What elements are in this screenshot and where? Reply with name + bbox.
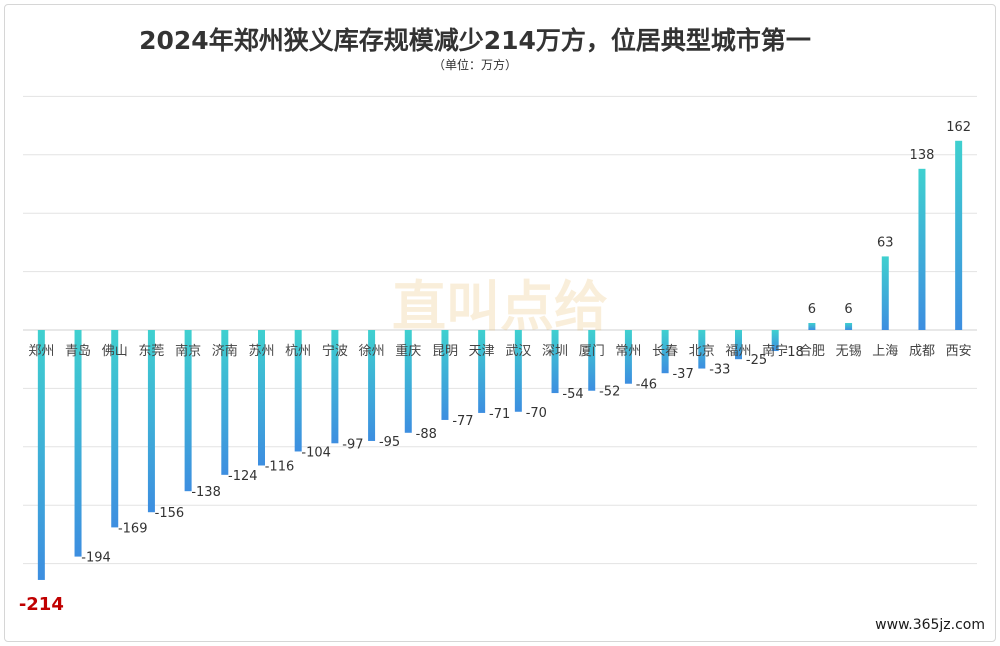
bar-长春 (661, 330, 669, 374)
bar-西安 (955, 140, 963, 330)
bar-深圳 (551, 330, 559, 394)
value-label-徐州: -95 (379, 435, 400, 450)
bar-苏州 (258, 330, 265, 466)
value-label-济南: -124 (228, 469, 258, 484)
bar-徐州 (368, 330, 376, 441)
bar-南宁 (771, 330, 779, 352)
value-label-郑州: -214 (19, 594, 64, 615)
bar-佛山 (111, 330, 119, 528)
category-label-西安: 西安 (946, 344, 972, 359)
bar-济南 (221, 330, 229, 475)
value-label-常州: -46 (636, 378, 657, 393)
category-label-长春: 长春 (652, 344, 678, 359)
value-label-北京: -33 (709, 363, 730, 378)
category-label-昆明: 昆明 (432, 344, 458, 359)
grid-lines (23, 95, 977, 565)
bar-重庆 (404, 330, 412, 433)
bar-昆明 (441, 330, 449, 420)
value-label-宁波: -97 (342, 437, 363, 452)
bar-北京 (698, 330, 706, 369)
category-label-厦门: 厦门 (579, 344, 605, 359)
bar-杭州 (294, 330, 302, 452)
bars (37, 140, 963, 580)
value-label-重庆: -88 (416, 427, 437, 442)
category-label-无锡: 无锡 (836, 344, 862, 359)
value-label-天津: -71 (489, 407, 510, 422)
value-label-成都: 138 (910, 148, 935, 163)
category-label-徐州: 徐州 (359, 344, 385, 359)
category-label-常州: 常州 (615, 344, 641, 359)
chart-title: 2024年郑州狭义库存规模减少214万方，位居典型城市第一 (139, 26, 811, 55)
category-label-佛山: 佛山 (102, 344, 128, 359)
value-label-南宁: -18 (783, 345, 804, 360)
bar-厦门 (588, 330, 596, 391)
value-label-杭州: -104 (301, 445, 331, 460)
bar-东莞 (147, 330, 155, 513)
bar-天津 (478, 330, 486, 413)
category-label-南宁: 南宁 (762, 343, 788, 359)
value-label-西安: 162 (946, 120, 971, 135)
chart-frame: 直叫点给 2024年郑州狭义库存规模减少214万方，位居典型城市第一 （单位：万… (4, 4, 996, 642)
watermark-text: 直叫点给 (392, 275, 608, 338)
category-label-宁波: 宁波 (322, 343, 348, 359)
category-label-合肥: 合肥 (799, 344, 825, 359)
category-label-重庆: 重庆 (395, 343, 421, 359)
category-label-北京: 北京 (689, 344, 715, 359)
category-labels: 郑州 青岛 佛山 东莞 南京 济南 苏州 杭州 宁波 徐州 重庆 昆明 天津 武汉 深圳 厦门 常州 长春 北京 福州… (28, 343, 971, 359)
bar-chart: 直叫点给 2024年郑州狭义库存规模减少214万方，位居典型城市第一 （单位：万… (19, 26, 977, 615)
category-label-济南: 济南 (212, 343, 238, 359)
value-label-长春: -37 (672, 367, 693, 382)
value-label-福州: -25 (746, 353, 767, 368)
bar-南京 (184, 330, 192, 492)
value-label-无锡: 6 (844, 302, 852, 317)
bar-无锡 (845, 322, 853, 330)
value-label-昆明: -77 (452, 414, 473, 429)
bar-上海 (881, 256, 889, 330)
category-label-天津: 天津 (469, 344, 495, 359)
value-label-南京: -138 (191, 485, 221, 500)
value-label-武汉: -70 (526, 406, 547, 421)
bar-青岛 (74, 330, 82, 557)
category-label-杭州: 杭州 (285, 344, 311, 359)
category-label-青岛: 青岛 (65, 343, 91, 359)
bar-宁波 (331, 330, 339, 444)
value-label-苏州: -116 (265, 459, 295, 474)
category-label-武汉: 武汉 (505, 344, 531, 359)
value-label-深圳: -54 (562, 387, 583, 402)
bar-郑州 (37, 330, 45, 580)
value-labels: -214 -194 -169 -156 -138 -124 -116 -104 -97 -95 -8… (19, 120, 971, 615)
chart-subtitle: （单位：万方） (433, 57, 517, 72)
bar-合肥 (808, 322, 816, 330)
value-label-东莞: -156 (155, 506, 185, 521)
value-label-佛山: -169 (118, 521, 148, 536)
bar-福州 (735, 330, 742, 360)
value-label-青岛: -194 (81, 551, 111, 566)
bar-武汉 (514, 330, 522, 412)
category-label-东莞: 东莞 (138, 344, 164, 359)
source-url: www.365jz.com (875, 617, 985, 633)
category-label-郑州: 郑州 (28, 344, 54, 359)
value-label-上海: 63 (877, 235, 894, 250)
bar-成都 (918, 168, 926, 330)
category-label-成都: 成都 (909, 344, 935, 359)
bar-常州 (624, 330, 632, 384)
category-label-南京: 南京 (175, 343, 201, 359)
category-label-上海: 上海 (872, 344, 898, 359)
category-label-深圳: 深圳 (542, 344, 568, 359)
category-label-苏州: 苏州 (248, 343, 274, 359)
category-label-福州: 福州 (725, 344, 751, 359)
value-label-厦门: -52 (599, 385, 620, 400)
value-label-合肥: 6 (808, 302, 816, 317)
